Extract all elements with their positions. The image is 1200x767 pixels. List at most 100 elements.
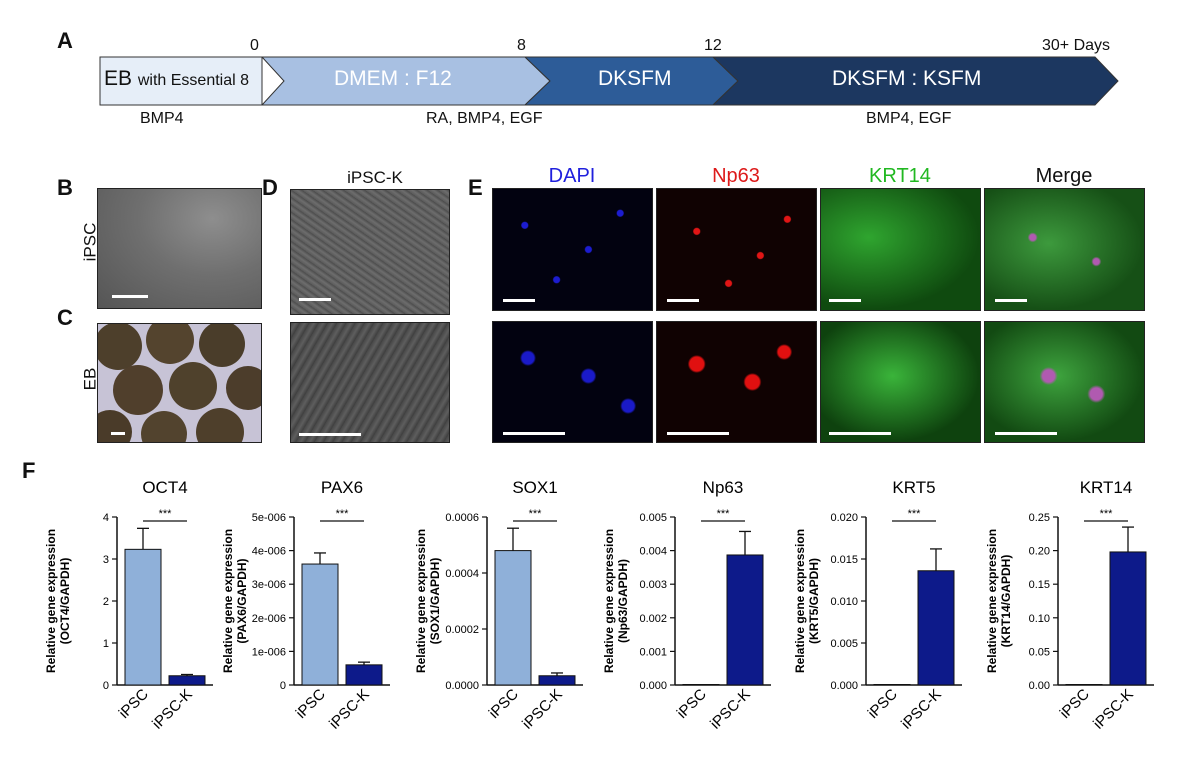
if-image-dapi-low [492,188,653,311]
x-tick-label: iPSC [116,686,152,722]
if-image-np63-low [656,188,817,311]
bar-ipsc [873,684,911,686]
factor-ra-bmp4-egf: RA, BMP4, EGF [426,110,543,127]
y-tick-label: 1e-006 [252,646,286,658]
chart-title-sox1: SOX1 [512,478,557,497]
y-tick-label: 0.0000 [445,680,479,692]
timeline-segment-dksfm-ksfm [711,56,1119,106]
bar-ipsc-k [538,675,576,686]
y-tick-label: 0.000 [639,680,667,692]
segment-eb-label: EB with Essential 8 [104,67,249,91]
scale-bar [112,295,148,298]
x-tick-label: iPSC [1057,686,1093,722]
x-tick-label: iPSC-K [326,686,373,733]
x-tick-label: iPSC-K [898,686,945,733]
panel-label-b: B [57,175,73,200]
chart-title-np63: Np63 [703,478,744,497]
y-tick-label: 0.0002 [445,624,479,636]
scale-bar [995,299,1027,302]
y-tick-label: 2e-006 [252,613,286,625]
y-tick-label: 0.010 [830,596,858,608]
if-image-krt14-low [820,188,981,311]
y-tick-label: 0.05 [1029,646,1050,658]
bar-ipsc [682,684,720,686]
channel-label-np63: Np63 [712,165,760,187]
day-tick-30-plus: 30+ Days [1042,37,1111,54]
x-tick-label: iPSC-K [707,686,754,733]
significance-stars: *** [908,508,922,520]
y-tick-label: 0.002 [639,613,667,625]
y-tick-label: 0.001 [639,646,667,658]
bar-ipsc-k [345,664,383,686]
segment-eb-main: EB [104,67,133,90]
factor-bmp4: BMP4 [140,110,184,127]
panel-label-c: C [57,305,73,330]
micro-image-eb [97,323,262,443]
day-tick-12: 12 [704,37,722,54]
scale-bar [829,432,891,435]
chart-title-krt5: KRT5 [892,478,935,497]
x-tick-label: iPSC [865,686,901,722]
y-axis-label: Relative gene expression(KRT5/GAPDH) [793,529,821,673]
if-image-merge-high [984,321,1145,443]
y-tick-label: 4e-006 [252,546,286,558]
channel-label-dapi: DAPI [548,165,596,187]
scale-bar [503,299,535,302]
y-tick-label: 1 [103,638,109,650]
scale-bar [299,433,361,436]
scale-bar [667,432,729,435]
y-tick-label: 0.0004 [445,568,479,580]
eb-spheres [98,324,261,442]
bar-ipsc [301,563,339,686]
y-tick-label: 5e-006 [252,512,286,524]
scale-bar [829,299,861,302]
x-tick-label: iPSC [674,686,710,722]
x-tick-label: iPSC-K [519,686,566,733]
day-tick-0: 0 [250,37,259,54]
x-tick-label: iPSC-K [1090,686,1137,733]
micro-image-ipsc-brightfield [97,188,262,309]
y-tick-label: 0.15 [1029,579,1050,591]
y-tick-label: 0 [103,680,109,692]
y-tick-label: 0.10 [1029,613,1050,625]
panel-d-title: iPSC-K [347,168,403,187]
timeline-arrows [99,56,1119,106]
y-tick-label: 0.25 [1029,512,1050,524]
bar-ipsc [1065,684,1103,686]
significance-stars: *** [336,508,350,520]
micro-image-ipsck-high [290,322,450,443]
scale-bar [503,432,565,435]
chart-title-pax6: PAX6 [321,478,363,497]
segment-eb-sub: with Essential 8 [137,72,250,89]
y-axis-label: Relative gene expression(OCT4/GAPDH) [44,529,72,673]
panel-label-a: A [57,28,73,53]
x-tick-label: iPSC-K [149,686,196,733]
y-axis-label: Relative gene expression(SOX1/GAPDH) [414,529,442,673]
y-tick-label: 0.020 [830,512,858,524]
y-tick-label: 0.015 [830,554,858,566]
if-image-np63-high [656,321,817,443]
y-tick-label: 2 [103,596,109,608]
y-tick-label: 0 [280,680,286,692]
y-tick-label: 0.005 [639,512,667,524]
y-axis-label: Relative gene expression(PAX6/GAPDH) [221,529,249,673]
y-tick-label: 0.005 [830,638,858,650]
if-image-dapi-high [492,321,653,443]
y-tick-label: 0.20 [1029,546,1050,558]
scale-bar [111,432,125,435]
y-axis-label: Relative gene expression(Np63/GAPDH) [602,529,630,673]
significance-stars: *** [159,508,173,520]
bar-ipsc [124,548,162,686]
if-image-krt14-high [820,321,981,443]
day-tick-8: 8 [517,37,526,54]
significance-stars: *** [1100,508,1114,520]
scale-bar [995,432,1057,435]
significance-stars: *** [717,508,731,520]
bar-ipsc-k [917,570,955,686]
significance-stars: *** [529,508,543,520]
segment-dksfm-ksfm-label: DKSFM : KSFM [832,67,982,90]
y-tick-label: 0.00 [1029,680,1050,692]
channel-label-merge: Merge [1035,165,1093,187]
bar-charts: OCT4 0 1 2 3 4 Relative gene expression(OCT4/G… [44,478,1154,733]
